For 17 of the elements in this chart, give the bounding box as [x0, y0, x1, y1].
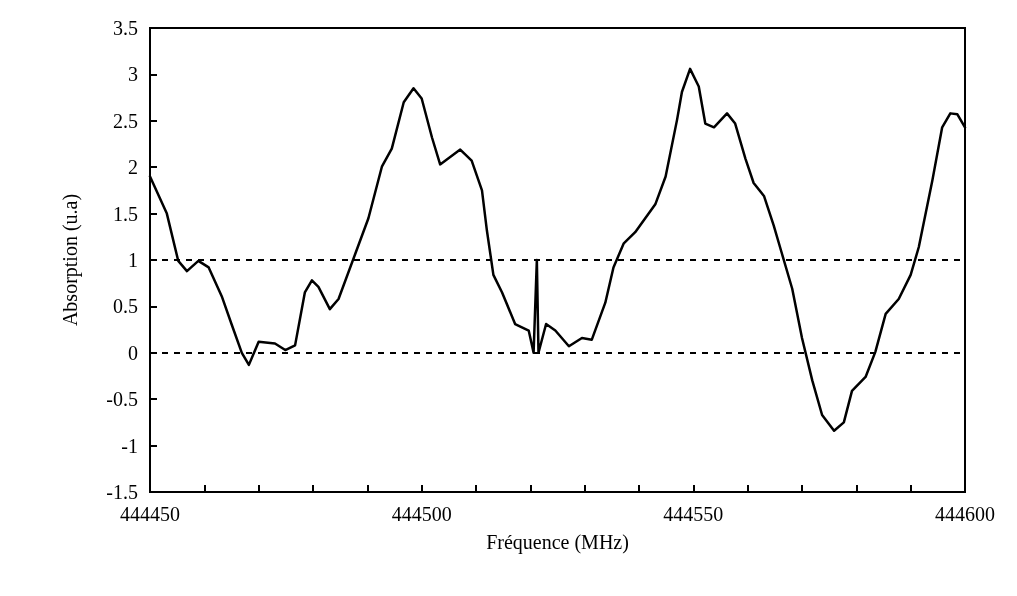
y-tick-label: -1 [121, 434, 138, 457]
y-tick-label: 1.5 [113, 202, 138, 225]
y-tick-label: -0.5 [106, 388, 138, 411]
y-tick-label: 0 [128, 341, 138, 364]
x-tick-label: 444600 [935, 503, 995, 525]
x-tick-label: 444500 [391, 503, 452, 525]
y-tick-label: 3.5 [113, 17, 138, 39]
x-tick-label: 444550 [663, 503, 724, 525]
x-axis-title: Fréquence (MHz) [486, 531, 629, 554]
y-tick-label: -1.5 [106, 481, 138, 503]
y-tick-label: 3 [128, 63, 138, 86]
y-tick-label: 2.5 [113, 109, 138, 132]
y-tick-label: 2 [128, 156, 138, 179]
y-tick-label: 0.5 [113, 295, 138, 318]
x-tick-label: 444450 [120, 503, 180, 525]
y-axis-title: Absorption (u.a) [59, 193, 82, 327]
y-tick-label: 1 [128, 249, 138, 271]
